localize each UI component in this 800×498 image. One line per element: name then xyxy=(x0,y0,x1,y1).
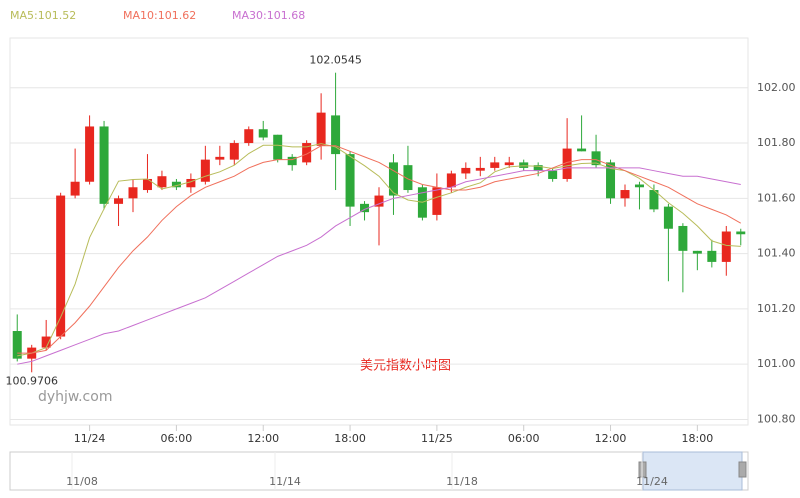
candle-body xyxy=(692,250,702,254)
legend-entry: MA5:101.52 xyxy=(10,9,76,22)
candle-body xyxy=(663,206,673,229)
candle-body xyxy=(258,129,268,138)
x-tick-label: 06:00 xyxy=(161,432,193,445)
candle-body xyxy=(345,154,355,207)
navigator-label: 11/18 xyxy=(446,475,478,488)
candle-body xyxy=(142,178,152,191)
candle-body xyxy=(432,187,442,215)
candle-body xyxy=(403,165,413,191)
x-tick-label: 12:00 xyxy=(247,432,279,445)
candle-body xyxy=(200,159,210,182)
candle-body xyxy=(229,143,239,160)
candle-body xyxy=(490,162,500,168)
candle-body xyxy=(678,225,688,251)
y-tick-label: 101.00 xyxy=(757,357,796,370)
legend-entry: MA30:101.68 xyxy=(232,9,305,22)
candle-body xyxy=(128,187,138,199)
candle-body xyxy=(12,331,22,359)
candle-body xyxy=(606,162,616,199)
candle-body xyxy=(374,195,384,207)
candle-body xyxy=(244,129,254,144)
candle-body xyxy=(215,156,225,160)
y-tick-label: 101.20 xyxy=(757,302,796,315)
ma-line xyxy=(17,145,742,354)
x-tick-label: 11/24 xyxy=(74,432,106,445)
y-tick-label: 101.60 xyxy=(757,191,796,204)
y-tick-label: 102.00 xyxy=(757,81,796,94)
candle-body xyxy=(721,231,731,262)
chart-title: 美元指数小时图 xyxy=(360,359,451,374)
x-tick-label: 06:00 xyxy=(508,432,540,445)
plot-frame xyxy=(9,37,749,426)
x-tick-label: 12:00 xyxy=(595,432,627,445)
candle-body xyxy=(302,143,312,163)
navigator-selection[interactable] xyxy=(642,451,743,491)
candle-body xyxy=(316,112,326,146)
candle-body xyxy=(360,203,370,213)
candle-body xyxy=(157,176,167,188)
candle-body xyxy=(461,167,471,174)
candle-body xyxy=(533,165,543,171)
y-tick-label: 101.40 xyxy=(757,247,796,260)
candle-body xyxy=(649,190,659,210)
candle-body xyxy=(591,151,601,166)
candle-body xyxy=(171,181,181,188)
candle-body xyxy=(99,126,109,204)
y-tick-label: 101.80 xyxy=(757,136,796,149)
navigator[interactable] xyxy=(9,451,749,491)
max-annotation: 102.0545 xyxy=(309,54,362,67)
legend-entry: MA10:101.62 xyxy=(123,9,196,22)
candle-body xyxy=(56,195,66,337)
watermark: dyhjw.com xyxy=(38,389,112,405)
x-tick-label: 18:00 xyxy=(682,432,714,445)
ma-line xyxy=(17,167,741,365)
candle-body xyxy=(634,184,644,188)
y-tick-label: 100.80 xyxy=(757,412,796,425)
candle-body xyxy=(331,115,341,155)
x-tick-label: 11/25 xyxy=(421,432,453,445)
ma-line xyxy=(17,143,741,357)
candle-body xyxy=(475,167,485,171)
navigator-handle[interactable] xyxy=(738,461,747,478)
candle-body xyxy=(519,162,529,168)
candle-body xyxy=(273,134,283,160)
candle-body xyxy=(620,190,630,199)
candle-body xyxy=(736,231,746,235)
candle-body xyxy=(85,126,95,182)
navigator-label: 11/24 xyxy=(636,475,668,488)
candle-body xyxy=(548,170,558,179)
candle-body xyxy=(114,198,124,204)
candle-body xyxy=(562,148,572,179)
candle-body xyxy=(388,162,398,196)
candle-body xyxy=(287,156,297,166)
navigator-label: 11/14 xyxy=(269,475,301,488)
candle-body xyxy=(577,148,587,152)
candle-body xyxy=(446,173,456,188)
candle-body xyxy=(70,181,80,196)
x-tick-label: 18:00 xyxy=(334,432,366,445)
candle-body xyxy=(707,250,717,262)
candle-body xyxy=(41,336,51,348)
candle-body xyxy=(504,162,514,166)
navigator-label: 11/08 xyxy=(66,475,98,488)
candle-body xyxy=(186,178,196,188)
min-annotation: 100.9706 xyxy=(5,374,58,387)
